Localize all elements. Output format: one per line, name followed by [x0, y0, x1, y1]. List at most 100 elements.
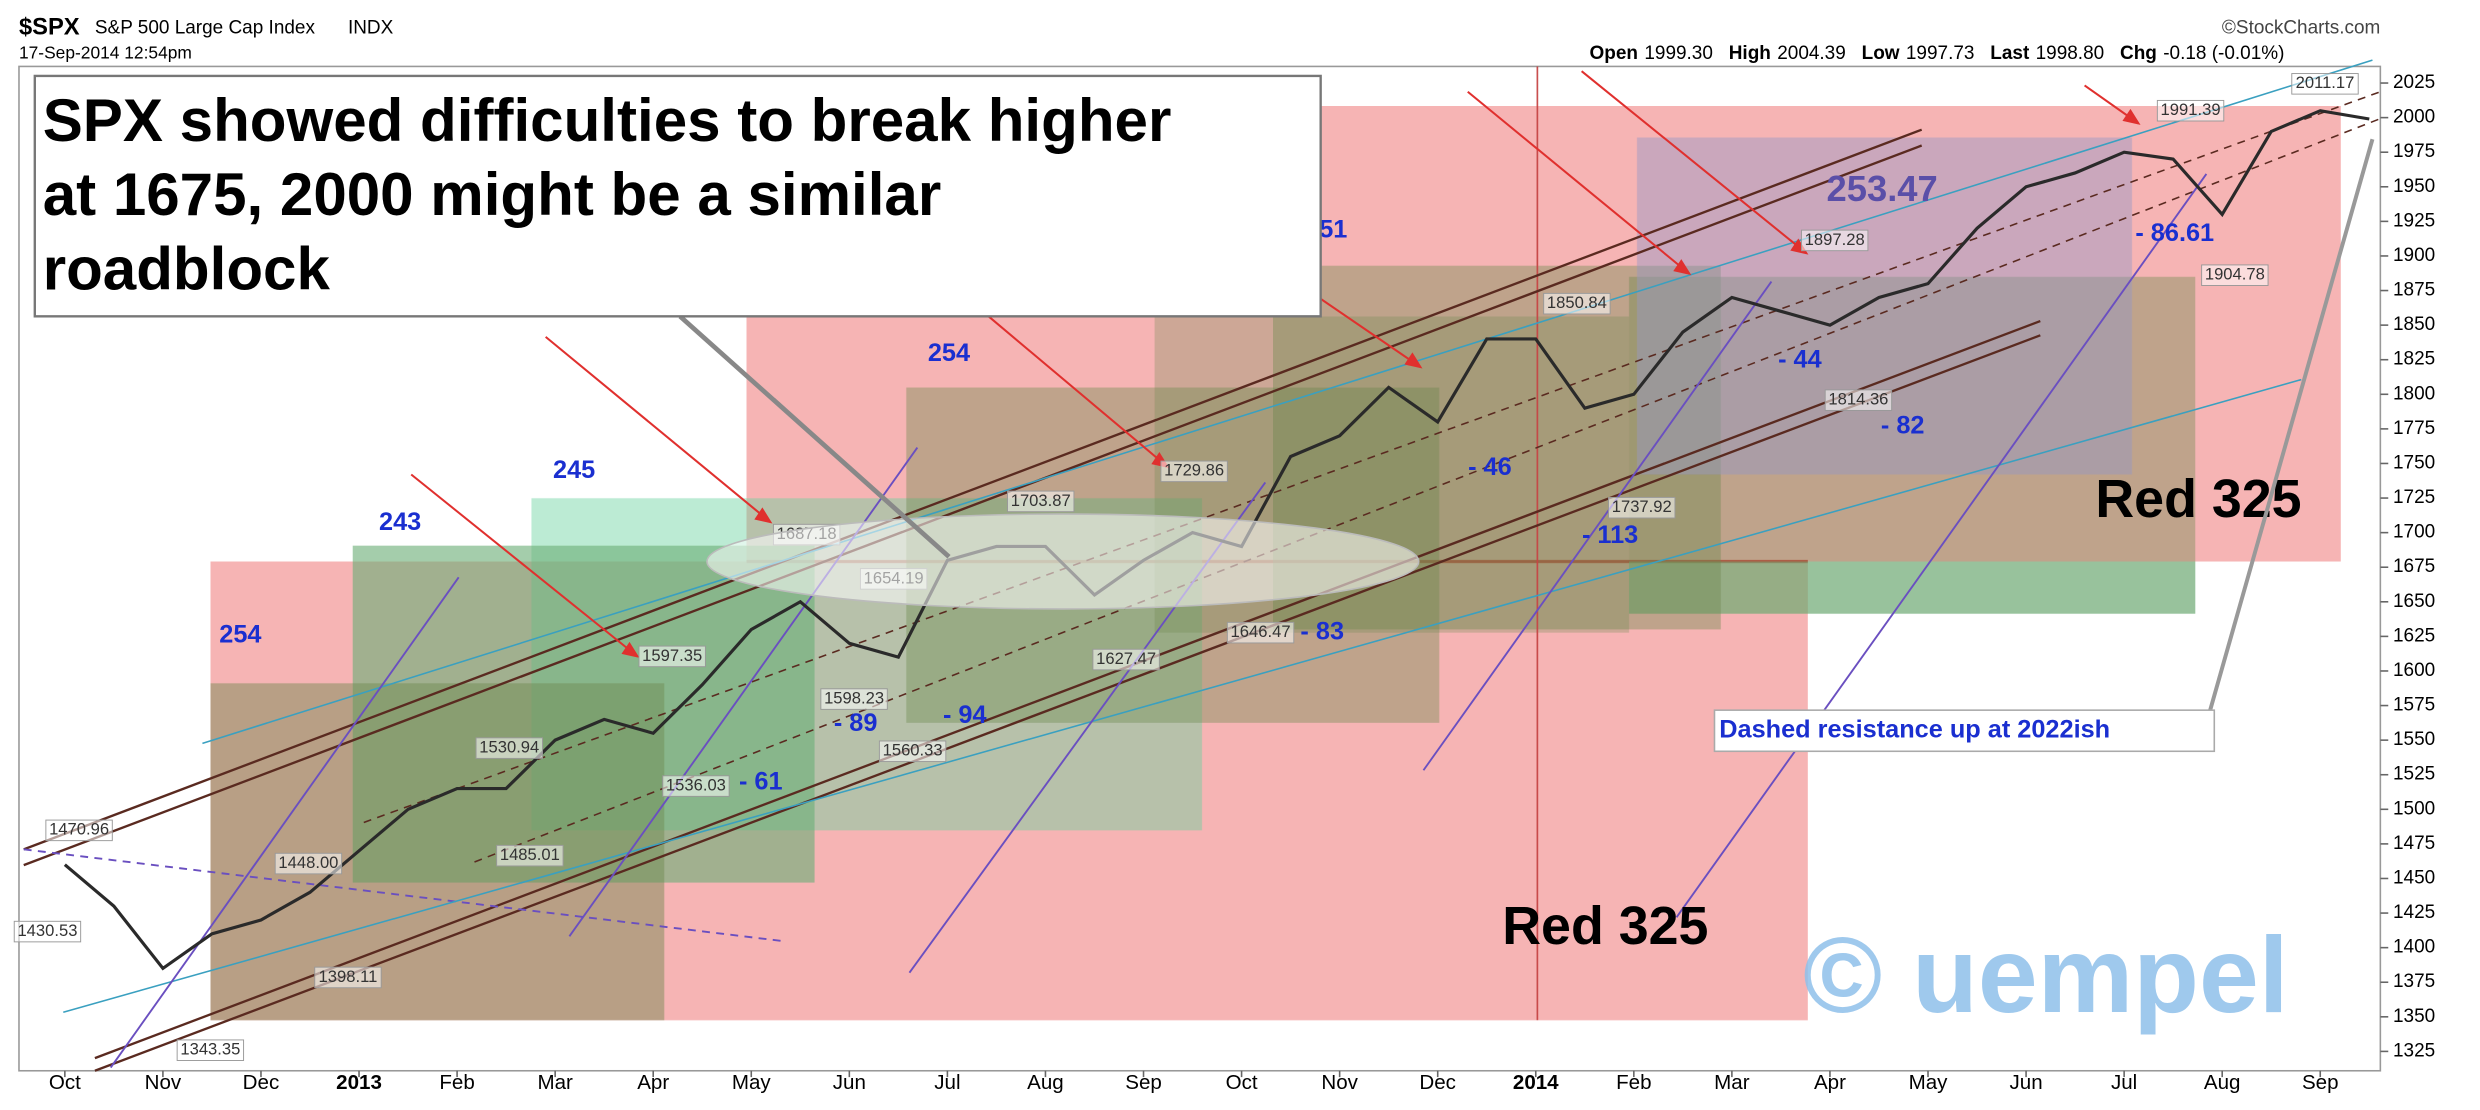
price-label: 1536.03: [666, 775, 726, 794]
teal-line: [202, 59, 2373, 745]
y-tick-label: 1550: [2393, 729, 2435, 750]
x-tick-label: Jul: [934, 1071, 960, 1094]
teal-line: [63, 378, 2302, 1014]
price-label-box: [1092, 648, 1160, 671]
price-label: 1646.47: [1231, 622, 1291, 641]
quote-value: 2004.39: [1777, 43, 1846, 64]
move-label: 51: [1319, 216, 1347, 244]
x-tick-label: Nov: [1321, 1071, 1358, 1094]
quote-label: High: [1729, 43, 1771, 64]
y-tick-label: 1925: [2393, 210, 2435, 231]
price-label-box: [475, 737, 543, 759]
price-label-box: [1160, 460, 1228, 483]
x-tick-label: Feb: [439, 1071, 474, 1094]
price-label-box: [2291, 73, 2359, 95]
price-label-box: [314, 966, 382, 989]
x-tick-label: Mar: [537, 1071, 573, 1094]
y-tick-label: 1625: [2393, 625, 2435, 646]
price-label: 1448.00: [278, 853, 338, 872]
y-tick-label: 1650: [2393, 591, 2435, 612]
price-label: 1627.47: [1096, 649, 1156, 668]
price-label: 1991.39: [2161, 100, 2221, 119]
quote-bar: Open 1999.30 High 2004.39 Low 1997.73 Last 1998…: [1590, 43, 2285, 64]
olive-box: [352, 545, 815, 883]
price-label: 1703.87: [1011, 491, 1071, 510]
y-tick-label: 1725: [2393, 487, 2435, 508]
price-label-box: [662, 775, 730, 797]
highlight-ellipse: [706, 513, 1420, 610]
price-label: 1597.35: [642, 646, 702, 665]
exchange: INDX: [348, 17, 394, 38]
annotation-shapes: [210, 66, 2341, 1021]
price-label-box: [1007, 490, 1075, 513]
dashed-resistance: [363, 90, 2381, 824]
x-tick-label: Dec: [243, 1071, 280, 1094]
price-label: 1398.11: [319, 967, 378, 986]
move-label: - 82: [1881, 412, 1925, 440]
y-tick-label: 1475: [2393, 833, 2435, 854]
channel-line: [94, 319, 2041, 1060]
timestamp: 17-Sep-2014 12:54pm: [19, 42, 192, 62]
move-label: 254: [219, 621, 261, 649]
big-label: Red 325: [1502, 896, 1708, 956]
move-label: - 89: [834, 709, 878, 737]
channel-line: [94, 334, 2041, 1072]
x-tick-label: Apr: [1814, 1071, 1846, 1094]
move-label: - 44: [1778, 345, 1822, 373]
blue-line: [1422, 280, 1773, 771]
y-tick-label: 1875: [2393, 280, 2435, 301]
price-label-box: [638, 645, 706, 668]
price-label-box: [2156, 99, 2225, 122]
note-pointer: [2196, 138, 2375, 752]
source: ©StockCharts.com: [2222, 17, 2380, 38]
x-tick-label: Aug: [2204, 1071, 2241, 1094]
y-tick-label: 1400: [2393, 937, 2435, 958]
price-label: 1560.33: [883, 741, 943, 760]
quote-value: 1998.80: [2036, 43, 2105, 64]
arrow: [1467, 90, 1690, 275]
move-label: - 86.61: [2135, 219, 2214, 247]
price-label-box: [2201, 264, 2269, 286]
x-tick-label: Jun: [833, 1071, 866, 1094]
y-tick-label: 1825: [2393, 349, 2435, 370]
y-tick-label: 1975: [2393, 141, 2435, 162]
arrow: [410, 473, 639, 658]
x-tick-label: 2013: [336, 1071, 382, 1094]
arrow-head: [621, 641, 640, 658]
y-tick-label: 1600: [2393, 660, 2435, 681]
price-label: 1897.28: [1805, 230, 1865, 249]
quote-value: -0.18 (-0.01%): [2163, 43, 2284, 64]
x-tick-label: 2014: [1513, 1071, 1559, 1094]
y-tick-label: 1775: [2393, 418, 2435, 439]
x-tick-label: Jul: [2111, 1071, 2137, 1094]
quote-label: Open: [1590, 43, 1638, 64]
y-tick-label: 1700: [2393, 522, 2435, 543]
arrow: [987, 315, 1168, 468]
price-label: 1737.92: [1612, 497, 1672, 516]
x-tick-label: Oct: [1226, 1071, 1258, 1094]
price-label: 1729.86: [1164, 461, 1224, 480]
quote-label: Low: [1862, 43, 1900, 64]
move-label: - 113: [1582, 521, 1638, 549]
arrow-head: [1673, 259, 1692, 276]
x-tick-label: Dec: [1419, 1071, 1456, 1094]
price-label: 1904.78: [2205, 265, 2265, 284]
x-tick-label: May: [732, 1071, 772, 1094]
price-label: 1430.53: [17, 921, 77, 940]
price-label-box: [878, 740, 947, 763]
callout-pointer: [678, 314, 951, 559]
x-tick-label: Aug: [1027, 1071, 1064, 1094]
x-tick-label: Sep: [1125, 1071, 1162, 1094]
move-label: - 46: [1468, 453, 1512, 481]
arrow-head: [2122, 108, 2141, 125]
x-tick-label: May: [1909, 1071, 1949, 1094]
price-label-box: [1801, 229, 1869, 252]
x-tick-label: Mar: [1714, 1071, 1750, 1094]
x-tick-label: Apr: [637, 1071, 669, 1094]
blue-line: [1675, 173, 2208, 918]
price-label-box: [176, 1039, 245, 1061]
quote-label: Last: [1990, 43, 2030, 64]
price-label-box: [274, 852, 343, 875]
